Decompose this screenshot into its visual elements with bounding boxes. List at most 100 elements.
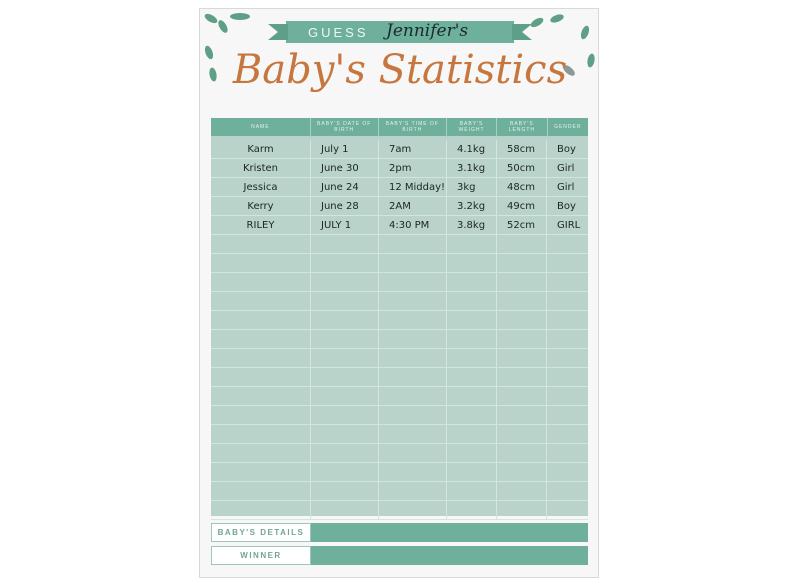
table-cell: JULY 1 bbox=[311, 216, 379, 234]
table-cell bbox=[447, 311, 497, 329]
table-cell bbox=[379, 368, 447, 386]
table-header: NAME BABY'S DATE OF BIRTH BABY'S TIME OF B… bbox=[211, 118, 588, 136]
table-cell: June 30 bbox=[311, 159, 379, 177]
stats-table: NAME BABY'S DATE OF BIRTH BABY'S TIME OF B… bbox=[211, 118, 588, 520]
table-row: Karm July 1 7am 4.1kg 58cm Boy bbox=[211, 140, 588, 159]
table-cell bbox=[379, 330, 447, 348]
table-cell bbox=[211, 292, 311, 310]
table-row bbox=[211, 254, 588, 273]
table-cell bbox=[311, 254, 379, 272]
table-cell bbox=[547, 482, 588, 500]
table-cell bbox=[211, 444, 311, 462]
table-cell bbox=[447, 368, 497, 386]
table-cell bbox=[311, 330, 379, 348]
table-row bbox=[211, 349, 588, 368]
table-cell: Jessica bbox=[211, 178, 311, 196]
table-cell bbox=[447, 235, 497, 253]
table-cell: 3.2kg bbox=[447, 197, 497, 215]
table-cell bbox=[211, 311, 311, 329]
table-cell bbox=[547, 387, 588, 405]
table-cell bbox=[211, 501, 311, 519]
table-cell bbox=[497, 463, 547, 481]
table-cell: Kerry bbox=[211, 197, 311, 215]
table-row bbox=[211, 273, 588, 292]
table-cell bbox=[311, 349, 379, 367]
table-cell bbox=[447, 482, 497, 500]
table-cell bbox=[497, 368, 547, 386]
column-header: BABY'S DATE OF BIRTH bbox=[311, 118, 379, 136]
table-row bbox=[211, 463, 588, 482]
table-cell: 58cm bbox=[497, 140, 547, 158]
table-cell bbox=[211, 425, 311, 443]
table-row bbox=[211, 292, 588, 311]
table-cell bbox=[379, 425, 447, 443]
table-cell: Karm bbox=[211, 140, 311, 158]
baby-details-row: BABY'S DETAILS bbox=[211, 523, 588, 542]
table-cell: 3kg bbox=[447, 178, 497, 196]
table-cell bbox=[547, 406, 588, 424]
table-cell bbox=[311, 292, 379, 310]
table-cell bbox=[379, 482, 447, 500]
table-cell bbox=[547, 444, 588, 462]
table-row bbox=[211, 387, 588, 406]
table-cell bbox=[547, 425, 588, 443]
column-header: BABY'S LENGTH bbox=[497, 118, 548, 136]
table-cell bbox=[311, 463, 379, 481]
table-cell bbox=[497, 273, 547, 291]
table-cell bbox=[211, 406, 311, 424]
page-title: Baby's Statistics bbox=[232, 47, 568, 93]
column-header: GENDER bbox=[554, 124, 582, 130]
table-cell: 4:30 PM bbox=[379, 216, 447, 234]
table-cell bbox=[311, 406, 379, 424]
table-cell bbox=[497, 292, 547, 310]
winner-field[interactable] bbox=[311, 546, 588, 565]
table-cell: 49cm bbox=[497, 197, 547, 215]
table-cell: 52cm bbox=[497, 216, 547, 234]
table-cell bbox=[211, 349, 311, 367]
table-cell: Girl bbox=[557, 181, 575, 193]
table-cell: Girl bbox=[557, 162, 575, 174]
table-cell bbox=[379, 349, 447, 367]
table-row bbox=[211, 406, 588, 425]
table-row bbox=[211, 330, 588, 349]
table-cell bbox=[379, 387, 447, 405]
table-cell bbox=[211, 235, 311, 253]
table-cell bbox=[311, 273, 379, 291]
table-row bbox=[211, 311, 588, 330]
table-body: Karm July 1 7am 4.1kg 58cm Boy Kristen June 30 2… bbox=[211, 136, 588, 520]
winner-row: WINNER bbox=[211, 546, 588, 565]
table-cell bbox=[497, 330, 547, 348]
table-cell bbox=[547, 235, 588, 253]
table-cell: Boy bbox=[557, 143, 576, 155]
table-cell bbox=[447, 463, 497, 481]
table-cell bbox=[497, 311, 547, 329]
table-cell bbox=[447, 444, 497, 462]
table-cell bbox=[497, 387, 547, 405]
table-cell bbox=[211, 330, 311, 348]
table-cell bbox=[311, 425, 379, 443]
table-cell bbox=[211, 273, 311, 291]
table-cell bbox=[547, 349, 588, 367]
table-cell: 2pm bbox=[379, 159, 447, 177]
table-cell bbox=[311, 387, 379, 405]
table-cell bbox=[497, 235, 547, 253]
table-cell bbox=[311, 501, 379, 519]
table-cell bbox=[211, 482, 311, 500]
table-cell bbox=[447, 387, 497, 405]
table-cell bbox=[447, 406, 497, 424]
table-cell bbox=[447, 330, 497, 348]
table-cell bbox=[379, 501, 447, 519]
table-row: RILEY JULY 1 4:30 PM 3.8kg 52cm GIRL bbox=[211, 216, 588, 235]
table-cell: GIRL bbox=[557, 219, 581, 231]
table-cell bbox=[497, 406, 547, 424]
baby-details-field[interactable] bbox=[311, 523, 588, 542]
table-cell bbox=[311, 235, 379, 253]
table-row: Jessica June 24 12 Midday! 3kg 48cm Girl bbox=[211, 178, 588, 197]
table-cell: RILEY bbox=[211, 216, 311, 234]
table-cell: 48cm bbox=[497, 178, 547, 196]
table-cell: July 1 bbox=[311, 140, 379, 158]
table-cell bbox=[547, 463, 588, 481]
table-cell: Kristen bbox=[211, 159, 311, 177]
table-row bbox=[211, 425, 588, 444]
table-cell bbox=[497, 444, 547, 462]
